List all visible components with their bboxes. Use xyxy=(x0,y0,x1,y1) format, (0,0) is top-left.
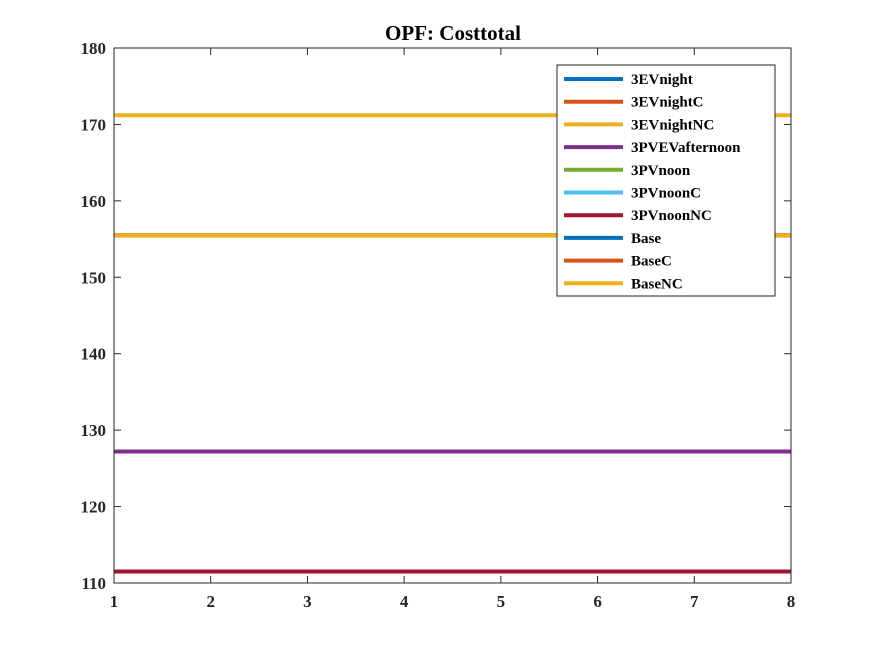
y-tick-label: 180 xyxy=(81,39,107,58)
x-axis: 1 2 3 4 5 6 7 8 xyxy=(110,48,796,611)
legend-label: 3EVnight xyxy=(631,72,693,88)
y-tick-label: 140 xyxy=(81,345,107,364)
x-tick-label: 8 xyxy=(787,592,796,611)
y-tick-label: 160 xyxy=(81,192,107,211)
x-tick-label: 5 xyxy=(497,592,506,611)
x-tick-label: 7 xyxy=(690,592,699,611)
legend-label: 3PVnoonC xyxy=(631,186,701,202)
x-tick-label: 6 xyxy=(593,592,602,611)
y-tick-label: 130 xyxy=(81,421,107,440)
x-tick-label: 1 xyxy=(110,592,119,611)
x-tick-label: 4 xyxy=(400,592,409,611)
legend-label: 3PVnoonNC xyxy=(631,208,712,224)
y-tick-label: 110 xyxy=(81,574,106,593)
legend: 3EVnight 3EVnightC 3EVnightNC 3PVEVafternoo… xyxy=(556,64,776,297)
axes-box xyxy=(113,47,792,584)
legend-label: BaseC xyxy=(631,254,672,270)
legend-label: 3PVnoon xyxy=(631,163,691,179)
y-tick-label: 150 xyxy=(81,268,107,287)
y-tick-label: 170 xyxy=(81,115,107,134)
legend-label: 3EVnightC xyxy=(631,95,704,111)
y-tick-label: 120 xyxy=(81,498,107,517)
legend-label: Base xyxy=(631,231,661,247)
x-tick-label: 2 xyxy=(206,592,215,611)
legend-label: 3PVEVafternoon xyxy=(631,140,741,156)
legend-label: 3EVnightNC xyxy=(631,117,714,133)
x-tick-label: 3 xyxy=(303,592,312,611)
legend-label: BaseNC xyxy=(631,276,683,292)
chart-title: OPF: Costtotal xyxy=(385,21,521,45)
y-axis: 110 120 130 140 150 160 170 180 xyxy=(81,39,791,593)
